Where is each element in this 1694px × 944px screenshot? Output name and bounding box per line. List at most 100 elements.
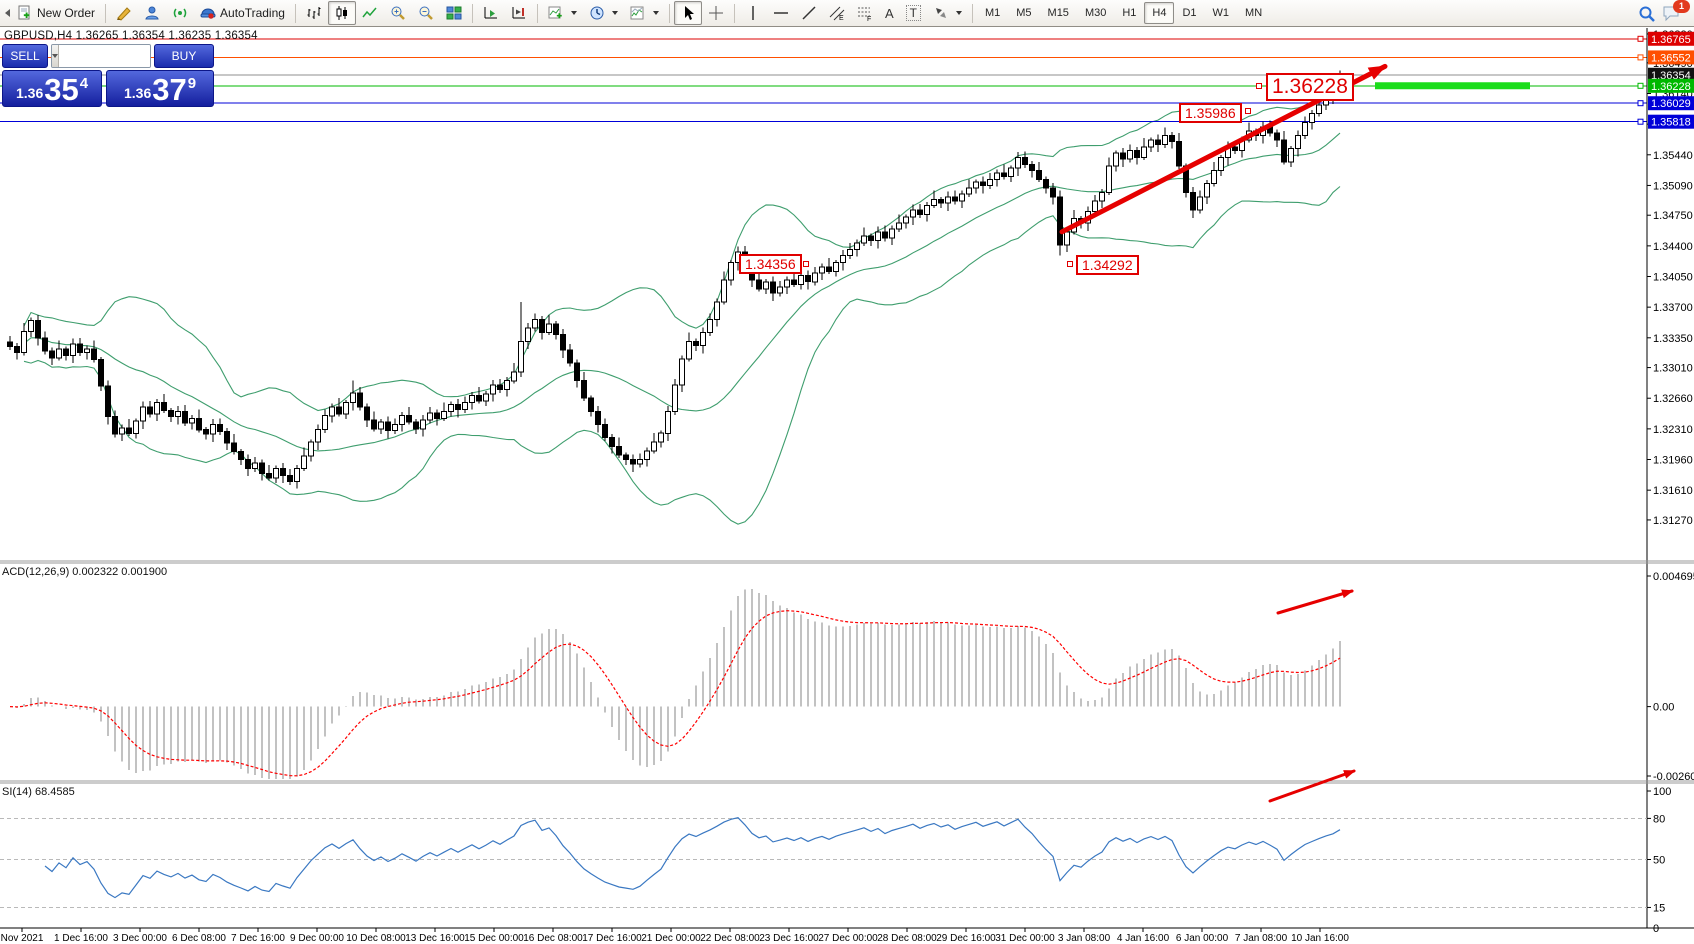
svg-text:0.004695: 0.004695 — [1653, 571, 1694, 583]
buy-button[interactable]: BUY — [154, 44, 214, 68]
notifications-button[interactable]: 1 — [1662, 0, 1690, 22]
dock-handle[interactable] — [4, 4, 11, 22]
time-axis[interactable]: Nov 2021 1 Dec 16:00 3 Dec 00:00 6 Dec 08:0… — [0, 927, 1694, 944]
svg-text:1.34400: 1.34400 — [1653, 241, 1693, 253]
rsi-arrow[interactable] — [1268, 769, 1356, 803]
annotation-anchor[interactable] — [1256, 83, 1262, 89]
separator — [471, 3, 473, 23]
new-order-button[interactable]: New Order — [11, 1, 101, 25]
line-handle — [1637, 100, 1644, 107]
timeframe-button-M5[interactable]: M5 — [1016, 7, 1032, 19]
fibo-sub-glyph: F — [867, 16, 871, 21]
svg-text:6 Jan 00:00: 6 Jan 00:00 — [1176, 933, 1229, 944]
vertical-line-tool-button[interactable] — [739, 1, 767, 25]
tile-windows-button[interactable] — [440, 1, 468, 25]
volume-input[interactable] — [59, 45, 150, 67]
svg-text:16 Dec 08:00: 16 Dec 08:00 — [523, 933, 583, 944]
timeframe-group: M1 M5 M15 M30 H1 H4 D1 W1 MN — [977, 2, 1270, 24]
indicators-button[interactable] — [542, 1, 583, 25]
macd-indicator-label: ACD(12,26,9) 0.002322 0.001900 — [2, 566, 168, 578]
price-annotation-label[interactable]: 1.35986 — [1179, 103, 1242, 124]
panel-separators[interactable] — [0, 560, 1694, 784]
signals-button[interactable] — [166, 1, 194, 25]
zoom-out-button[interactable] — [412, 1, 440, 25]
autotrading-label: AutoTrading — [220, 6, 285, 20]
annotation-anchor[interactable] — [1067, 261, 1073, 267]
timeframe-button-M1[interactable]: M1 — [984, 7, 1001, 19]
timeframe-button-D1[interactable]: D1 — [1182, 7, 1197, 19]
timeframe-button-M30[interactable]: M30 — [1084, 7, 1107, 19]
svg-text:1.35440: 1.35440 — [1653, 150, 1693, 162]
autotrading-button[interactable]: AutoTrading — [194, 1, 291, 25]
svg-text:9 Dec 00:00: 9 Dec 00:00 — [290, 933, 344, 944]
annotation-anchor[interactable] — [803, 261, 809, 267]
volume-decrease-button[interactable] — [52, 45, 59, 67]
svg-text:31 Dec 00:00: 31 Dec 00:00 — [995, 933, 1055, 944]
price-annotation-label[interactable]: 1.36228 — [1266, 73, 1354, 102]
svg-text:6 Dec 08:00: 6 Dec 08:00 — [172, 933, 226, 944]
svg-text:3 Jan 08:00: 3 Jan 08:00 — [1058, 933, 1111, 944]
fibonacci-tool-button[interactable]: F — [851, 1, 879, 25]
rsi-axis[interactable]: 100 80 50 15 0 — [1647, 786, 1671, 935]
horizontal-line-tool-button[interactable] — [767, 1, 795, 25]
timeframe-button-H1[interactable]: H1 — [1122, 7, 1137, 19]
periods-button[interactable] — [583, 1, 624, 25]
svg-text:3 Dec 00:00: 3 Dec 00:00 — [113, 933, 167, 944]
macd-arrow[interactable] — [1276, 589, 1354, 615]
timeframe-button-H4[interactable]: H4 — [1144, 2, 1175, 24]
chart-shift-button[interactable] — [505, 1, 533, 25]
new-order-icon — [17, 5, 33, 21]
metaeditor-button[interactable] — [110, 1, 138, 25]
cursor-tool-button[interactable] — [673, 1, 702, 25]
signals-icon — [172, 5, 188, 21]
svg-text:1.35818: 1.35818 — [1651, 117, 1691, 129]
svg-text:1 Dec 16:00: 1 Dec 16:00 — [54, 933, 108, 944]
timeframe-button-MN[interactable]: MN — [1245, 7, 1263, 19]
one-click-trading-panel: SELL BUY 1.36 35 4 1.36 37 9 — [2, 44, 214, 107]
zoom-in-icon — [390, 5, 406, 21]
price-annotation-label[interactable]: 1.34292 — [1076, 255, 1139, 276]
channel-tool-button[interactable]: E — [823, 1, 851, 25]
text-tool-icon: A — [884, 5, 894, 21]
crosshair-tool-button[interactable] — [702, 1, 730, 25]
sell-price-display[interactable]: 1.36 35 4 — [2, 70, 103, 107]
annotation-anchor[interactable] — [1245, 108, 1251, 114]
line-chart-mode-button[interactable] — [356, 1, 384, 25]
svg-text:100: 100 — [1653, 786, 1671, 798]
separator — [294, 3, 296, 23]
svg-text:50: 50 — [1653, 855, 1665, 867]
trendline-tool-button[interactable] — [795, 1, 823, 25]
timeframe-button-W1[interactable]: W1 — [1212, 7, 1230, 19]
svg-text:4 Jan 16:00: 4 Jan 16:00 — [1117, 933, 1170, 944]
horizontal-line-objects[interactable] — [0, 35, 1647, 125]
text-tool-button[interactable]: A — [879, 1, 900, 25]
svg-text:1.34750: 1.34750 — [1653, 210, 1693, 222]
rsi-line — [44, 817, 1341, 899]
svg-text:1.32660: 1.32660 — [1653, 393, 1693, 405]
text-label-tool-button[interactable]: T — [900, 1, 927, 25]
candlestick-mode-button[interactable] — [327, 1, 356, 25]
chart-shift-icon — [511, 5, 527, 21]
svg-text:23 Dec 16:00: 23 Dec 16:00 — [759, 933, 819, 944]
price-annotation-label[interactable]: 1.34356 — [739, 254, 802, 275]
sell-button[interactable]: SELL — [2, 44, 48, 68]
zoom-out-icon — [418, 5, 434, 21]
bar-chart-icon — [306, 5, 322, 21]
svg-text:Nov 2021: Nov 2021 — [1, 933, 44, 944]
timeframe-button-M15[interactable]: M15 — [1047, 7, 1069, 19]
separator — [733, 3, 735, 23]
macd-axis[interactable]: 0.004695 0.00 -0.002602 — [1647, 571, 1694, 783]
bar-chart-mode-button[interactable] — [300, 1, 328, 25]
zoom-in-button[interactable] — [384, 1, 412, 25]
buy-price-display[interactable]: 1.36 37 9 — [106, 70, 214, 107]
svg-text:1.31610: 1.31610 — [1653, 485, 1693, 497]
arrows-tool-button[interactable] — [927, 1, 968, 25]
mql5-community-button[interactable] — [138, 1, 166, 25]
search-icon[interactable] — [1638, 5, 1655, 22]
price-axis[interactable]: 1.368201.364901.361401.357901.354401.350… — [1646, 28, 1694, 928]
templates-button[interactable] — [624, 1, 665, 25]
auto-scroll-button[interactable] — [477, 1, 505, 25]
toolbar-right-group: 1 — [1638, 0, 1690, 22]
